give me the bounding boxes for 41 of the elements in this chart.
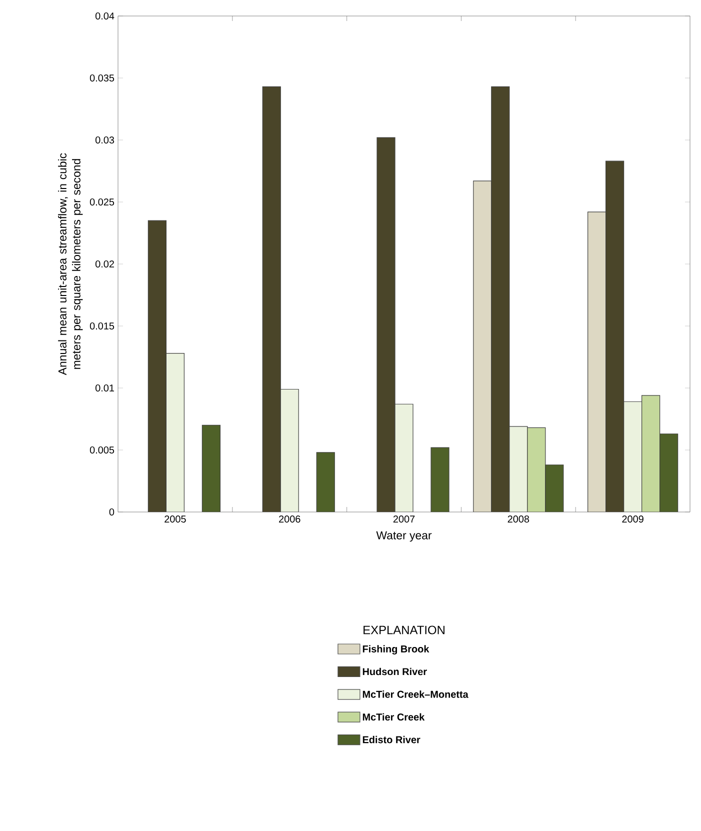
bar [148, 220, 167, 512]
bar [660, 434, 678, 512]
y-tick-label: 0.005 [90, 446, 114, 454]
y-tick-label: 0.015 [90, 322, 114, 330]
legend-label: McTier Creek–Monetta [362, 690, 468, 698]
bar [509, 426, 528, 512]
legend-label: Fishing Brook [362, 645, 430, 654]
legend-label: Edisto River [362, 736, 420, 744]
legend-title: EXPLANATION [364, 626, 444, 634]
x-tick-label: 2008 [508, 516, 530, 523]
y-tick-label: 0.025 [90, 198, 114, 206]
bar [588, 212, 606, 512]
x-tick-label: 2007 [393, 516, 415, 523]
x-tick-label: 2005 [164, 516, 186, 523]
x-tick-label: 2006 [279, 516, 300, 523]
bar [280, 388, 299, 512]
bar [545, 464, 564, 512]
bar [624, 401, 642, 512]
x-axis-title: Water year [376, 531, 432, 542]
y-tick-label: 0.04 [95, 12, 114, 20]
y-tick-label: 0.02 [95, 260, 114, 268]
bar [262, 86, 281, 512]
bar [527, 427, 546, 512]
bar [202, 424, 221, 512]
bar [606, 160, 624, 512]
bar [166, 352, 185, 512]
bar [376, 137, 396, 512]
y-tick-label: 0.01 [95, 384, 114, 392]
y-tick-label: 0.035 [90, 74, 114, 82]
bar [430, 447, 450, 512]
bar [491, 86, 510, 512]
y-axis-title: Annual mean unit-area streamflow, in cubic meters per square kilometers per second [58, 153, 83, 376]
bar [642, 395, 660, 512]
bar [316, 452, 335, 512]
legend-label: McTier Creek [362, 713, 425, 721]
bar [473, 180, 492, 512]
y-tick-label: 0 [109, 508, 114, 516]
bar [394, 404, 414, 512]
x-tick-label: 2009 [622, 516, 644, 523]
legend-label: Hudson River [362, 668, 427, 676]
y-tick-label: 0.03 [95, 136, 114, 144]
